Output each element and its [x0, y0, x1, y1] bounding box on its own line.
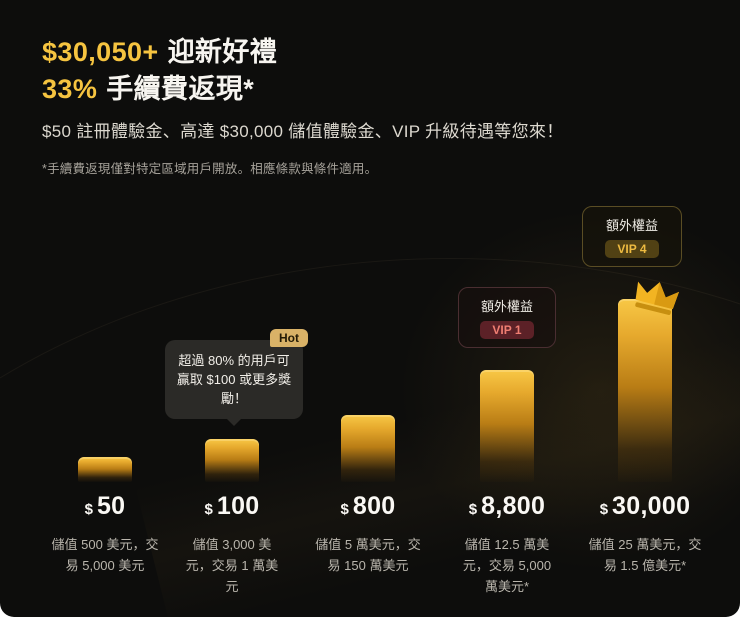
- amount-value: 30,000: [612, 492, 691, 520]
- tier-column-1: $50 儲值 500 美元，交易 5,000 美元: [35, 492, 175, 576]
- tier-amount-2: $100: [162, 492, 302, 521]
- vip1-pill: VIP 1: [480, 321, 534, 339]
- hot-tooltip: Hot 超過 80% 的用戶可贏取 $100 或更多獎勵！: [165, 329, 308, 426]
- reward-bar-5: [618, 299, 672, 482]
- headline-amount: $30,050+: [42, 37, 159, 67]
- hot-tooltip-text: 超過 80% 的用戶可贏取 $100 或更多獎勵！: [176, 353, 292, 406]
- reward-bar-3: [341, 415, 395, 482]
- currency-symbol: $: [340, 501, 349, 518]
- tier-amount-5: $30,000: [575, 492, 715, 521]
- vip1-benefits-title: 額外權益: [480, 299, 533, 314]
- currency-symbol: $: [468, 501, 478, 518]
- tier-amount-1: $50: [35, 492, 175, 521]
- tier-description-2: 儲值 3,000 美元，交易 1 萬美元: [185, 537, 279, 594]
- tier-description-1: 儲值 500 美元，交易 5,000 美元: [51, 537, 159, 573]
- headline-rate: 33%: [42, 74, 98, 104]
- promo-subtitle: $50 註冊體驗金、高達 $30,000 儲值體驗金、VIP 升級待遇等您來！: [42, 122, 564, 141]
- vip4-benefits-badge: 額外權益 VIP 4: [582, 206, 682, 267]
- reward-bar-4: [480, 370, 534, 482]
- vip4-benefits-title: 額外權益: [605, 218, 658, 233]
- amount-value: 100: [216, 492, 260, 520]
- tier-description-5: 儲值 25 萬美元，交易 1.5 億美元*: [588, 537, 702, 573]
- amount-value: 800: [352, 492, 396, 520]
- tier-description-4: 儲值 12.5 萬美元，交易 5,000 萬美元*: [462, 537, 552, 594]
- tier-column-2: $100 儲值 3,000 美元，交易 1 萬美元: [162, 492, 302, 597]
- headline-line1-text: 迎新好禮: [167, 37, 278, 67]
- tier-column-5: $30,000 儲值 25 萬美元，交易 1.5 億美元*: [575, 492, 715, 576]
- currency-symbol: $: [204, 501, 213, 518]
- headline-line2-text: 手續費返現*: [106, 74, 255, 104]
- tier-amount-4: $8,800: [437, 492, 577, 521]
- tier-description-3: 儲值 5 萬美元，交易 150 萬美元: [315, 537, 421, 573]
- headline-line1: $30,050+ 迎新好禮: [42, 30, 277, 69]
- amount-value: 8,800: [481, 492, 546, 520]
- vip1-benefits-badge: 額外權益 VIP 1: [458, 287, 556, 348]
- tier-column-4: $8,800 儲值 12.5 萬美元，交易 5,000 萬美元*: [437, 492, 577, 597]
- reward-bar-1: [78, 457, 132, 482]
- headline-line2: 33% 手續費返現*: [42, 67, 254, 106]
- hot-badge: Hot: [270, 329, 308, 347]
- tier-column-3: $800 儲值 5 萬美元，交易 150 萬美元: [298, 492, 438, 576]
- promo-footnote: *手續費返現僅對特定區域用戶開放。相應條款與條件適用。: [42, 162, 378, 176]
- reward-bar-2: [205, 439, 259, 482]
- crown-icon: [629, 274, 682, 320]
- vip4-pill: VIP 4: [605, 240, 659, 258]
- currency-symbol: $: [599, 501, 609, 518]
- currency-symbol: $: [84, 501, 93, 518]
- amount-value: 50: [96, 492, 126, 520]
- tier-amount-3: $800: [298, 492, 438, 521]
